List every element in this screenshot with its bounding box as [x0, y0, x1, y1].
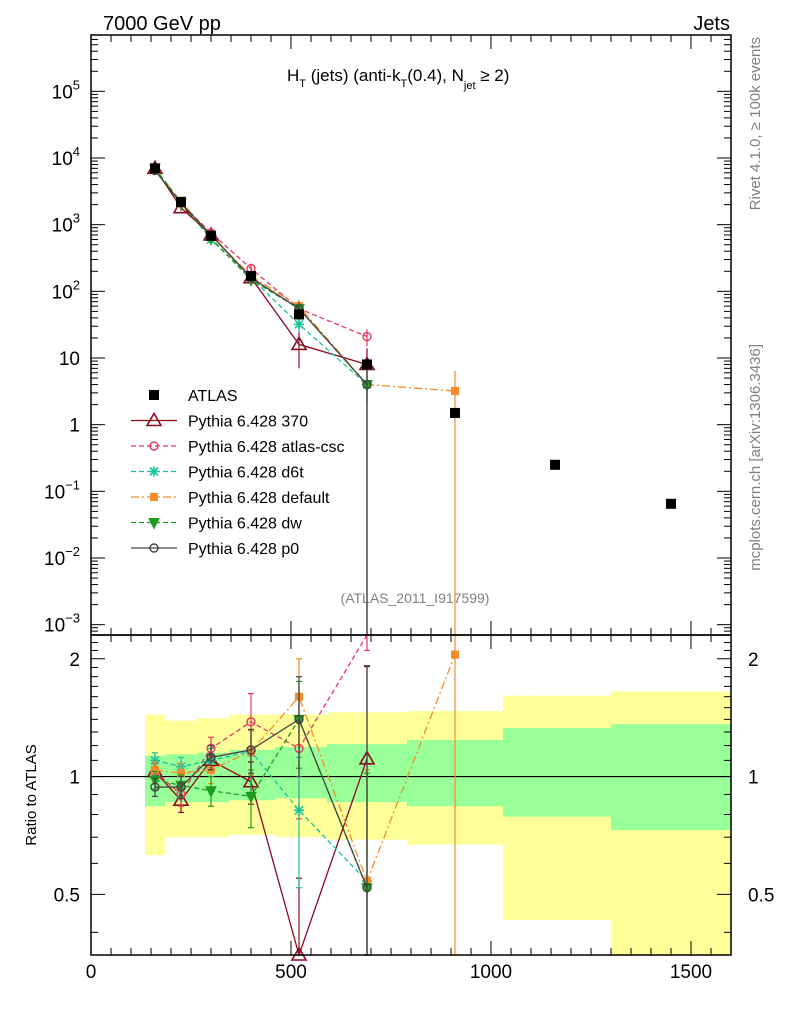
- y-tick-exponent: −1: [65, 477, 80, 492]
- y-tick-exponent: 4: [73, 144, 80, 159]
- ratio-panel: [91, 634, 731, 961]
- ratio-y-axis-label: Ratio to ATLAS: [23, 744, 40, 845]
- series-marker: [362, 379, 372, 390]
- series-line: [154, 167, 456, 392]
- series-line: [154, 167, 368, 366]
- legend-label: Pythia 6.428 p0: [188, 541, 299, 558]
- ratio-series-line: [154, 634, 368, 796]
- legend-marker: [150, 493, 158, 501]
- atlas-data-point: [550, 459, 560, 470]
- x-tick-label: 500: [275, 962, 307, 983]
- y-tick-label: 10−2: [44, 544, 80, 570]
- legend-marker: [148, 518, 160, 530]
- legend-label: ATLAS: [188, 388, 238, 405]
- legend-marker: [145, 411, 163, 427]
- series-marker: [294, 319, 304, 330]
- y-tick-exponent: −3: [65, 611, 80, 626]
- ratio-marker: [177, 769, 185, 778]
- inner-uncertainty-band: [503, 728, 611, 817]
- y-tick-label: 104: [52, 144, 80, 170]
- ratio-marker: [294, 714, 304, 725]
- legend-label: Pythia 6.428 370: [188, 414, 308, 431]
- atlas-data-point: [206, 230, 216, 241]
- atlas-data-point: [176, 196, 186, 207]
- series-marker: [362, 331, 372, 342]
- y-tick-label: 10: [59, 349, 80, 370]
- y-tick-label: 105: [52, 77, 80, 103]
- y-tick-label: 1: [69, 416, 80, 437]
- legend-marker: [149, 390, 159, 400]
- inner-uncertainty-band: [611, 724, 731, 831]
- inner-uncertainty-band: [275, 747, 327, 799]
- y-tick-label: 10−1: [44, 477, 80, 503]
- ratio-marker-stroke: [150, 755, 160, 765]
- legend-marker: [149, 441, 159, 451]
- x-tick-label: 1500: [670, 962, 712, 983]
- ratio-marker: [150, 782, 160, 792]
- y-tick-exponent: 2: [73, 277, 80, 292]
- series-marker-stroke: [294, 319, 304, 329]
- ratio-marker: [245, 791, 257, 804]
- main-panel: [146, 159, 676, 635]
- ratio-marker: [451, 650, 459, 659]
- ratio-y-tick-label-right: 2: [748, 650, 759, 671]
- atlas-data-point: [450, 407, 460, 418]
- legend-label: Pythia 6.428 dw: [188, 516, 302, 533]
- legend-marker: [149, 543, 159, 553]
- atlas-data-point: [666, 498, 676, 509]
- ratio-marker: [246, 745, 256, 755]
- rivet-version-label: Rivet 4.1.0, ≥ 100k events: [747, 37, 764, 210]
- ratio-marker: [176, 782, 186, 792]
- main-frame: [90, 34, 732, 636]
- main-plot-title: HT (jets) (anti-kT(0.4), Njet ≥ 2): [287, 66, 509, 92]
- atlas-data-point: [150, 163, 160, 174]
- legend-marker-stroke: [149, 466, 159, 477]
- y-tick-exponent: −2: [65, 544, 80, 559]
- analysis-watermark: (ATLAS_2011_I917599): [341, 590, 490, 606]
- y-tick-label: 10−3: [44, 611, 80, 637]
- ratio-y-tick-label: 0.5: [54, 885, 80, 906]
- mcplots-source-label: mcplots.cern.ch [arXiv:1306.3436]: [747, 344, 764, 571]
- series-line: [154, 167, 368, 338]
- series-marker: [290, 335, 308, 351]
- header-energy-label: 7000 GeV pp: [103, 13, 221, 35]
- ratio-marker-stroke: [294, 805, 304, 815]
- atlas-data-point: [246, 270, 256, 281]
- legend-label: Pythia 6.428 atlas-csc: [188, 439, 345, 456]
- legend-label: Pythia 6.428 d6t: [188, 465, 304, 482]
- ratio-marker: [205, 786, 217, 798]
- ratio-marker: [362, 883, 372, 893]
- ratio-marker: [206, 752, 216, 763]
- ratio-y-tick-label-right: 0.5: [748, 885, 774, 906]
- ratio-marker: [294, 805, 304, 816]
- header-category-label: Jets: [693, 13, 730, 35]
- y-tick-label: 103: [52, 211, 80, 237]
- ratio-marker: [151, 765, 159, 774]
- x-tick-label: 1000: [470, 962, 512, 983]
- legend: ATLAS Pythia 6.428 370 Pythia 6.428 atlas-…: [131, 388, 345, 558]
- ratio-y-tick-label: 2: [69, 650, 80, 671]
- ratio-y-tick-label-right: 1: [748, 768, 759, 789]
- ratio-marker: [290, 946, 308, 961]
- axes: 0 500 1000 1500 10−3 10−2 10−1 1 10 102 103 104 105 0…: [44, 34, 774, 983]
- y-tick-exponent: 3: [73, 211, 80, 226]
- y-tick-label: 102: [52, 277, 80, 303]
- legend-label: Pythia 6.428 default: [188, 490, 330, 507]
- series-marker: [451, 386, 459, 395]
- y-tick-exponent: 5: [73, 77, 80, 92]
- atlas-data-point: [362, 359, 372, 370]
- ratio-marker: [246, 717, 256, 727]
- ratio-y-tick-label: 1: [69, 768, 80, 789]
- x-tick-label: 0: [86, 962, 97, 983]
- legend-marker: [149, 466, 159, 477]
- atlas-data-point: [294, 309, 304, 320]
